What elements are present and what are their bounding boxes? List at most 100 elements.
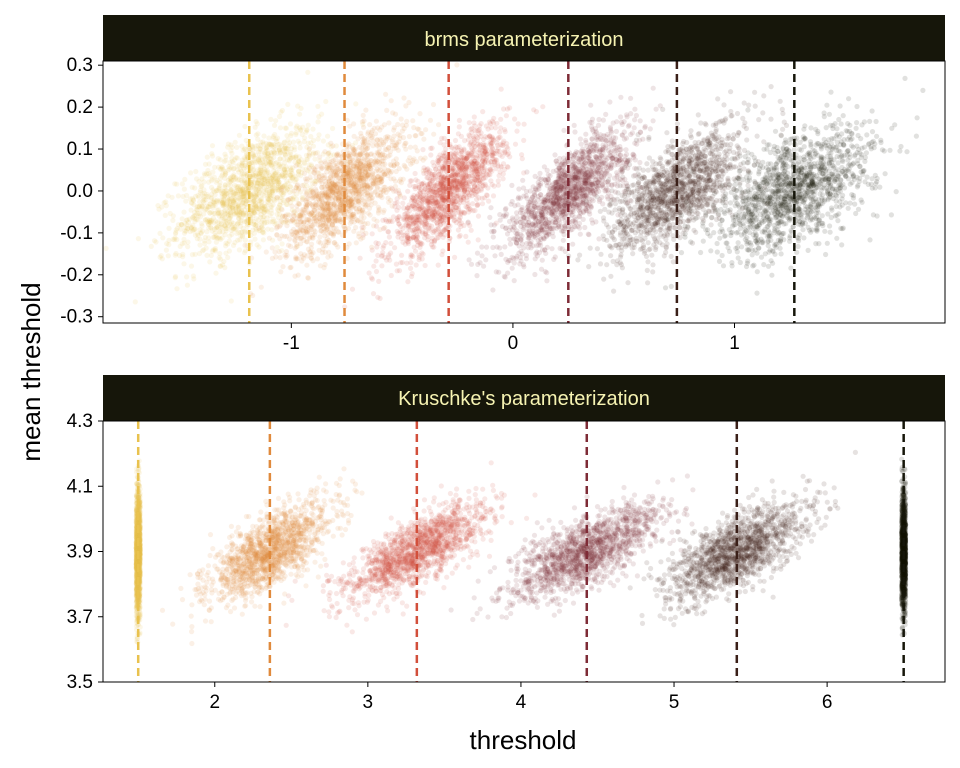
data-point [253, 146, 259, 152]
data-point [206, 204, 212, 210]
data-point [391, 158, 397, 164]
data-point [296, 187, 302, 193]
data-point [310, 235, 316, 241]
data-point [373, 258, 379, 264]
data-point [189, 224, 195, 230]
data-point [203, 245, 209, 251]
data-point [365, 201, 371, 207]
data-point [309, 210, 315, 216]
data-point [250, 185, 256, 191]
data-point [244, 198, 250, 204]
data-point [241, 194, 247, 200]
data-point [194, 207, 200, 213]
data-point [396, 204, 402, 210]
data-point [480, 109, 486, 115]
data-point [225, 241, 231, 247]
data-point [483, 257, 489, 263]
data-point [269, 142, 275, 148]
data-point [257, 214, 264, 220]
data-point [410, 118, 416, 124]
data-point [285, 137, 291, 143]
data-point [259, 205, 265, 211]
data-point [325, 151, 331, 157]
data-point [482, 134, 488, 140]
data-point [213, 179, 219, 185]
data-point [214, 207, 220, 213]
data-point [396, 268, 403, 274]
data-point [379, 194, 385, 201]
data-point [225, 203, 231, 209]
data-point [453, 144, 459, 150]
data-point [395, 121, 401, 128]
data-point [363, 157, 369, 163]
data-point [337, 185, 344, 191]
data-point [409, 214, 415, 220]
data-point [170, 213, 176, 219]
data-point [399, 122, 406, 128]
data-point [199, 248, 206, 254]
data-point [270, 174, 276, 180]
data-point [404, 230, 410, 236]
data-point [414, 199, 420, 205]
data-point [272, 221, 278, 227]
data-point [236, 177, 242, 183]
data-point [358, 162, 364, 168]
data-point [487, 139, 493, 145]
data-point [163, 203, 169, 209]
data-point [197, 236, 203, 242]
data-point [288, 155, 294, 161]
data-point [166, 242, 172, 248]
data-point [406, 99, 412, 106]
data-point [283, 125, 289, 131]
data-point [258, 284, 264, 290]
data-point [223, 218, 229, 224]
data-point [244, 173, 250, 179]
data-point [196, 179, 202, 185]
data-point [221, 218, 227, 224]
data-point [266, 153, 272, 159]
data-point [277, 141, 283, 147]
data-point [398, 176, 404, 182]
data-point [451, 196, 457, 202]
data-point [462, 193, 468, 199]
data-point [422, 155, 428, 161]
data-point [298, 241, 304, 247]
data-point [320, 246, 326, 252]
data-point [316, 174, 322, 180]
data-point [235, 177, 241, 183]
data-point [225, 254, 231, 261]
data-point [253, 189, 259, 195]
data-point [254, 226, 260, 232]
data-point [189, 252, 195, 258]
point-cluster [103, 69, 366, 305]
data-point [369, 128, 375, 134]
data-point [284, 178, 290, 184]
data-point [381, 243, 387, 249]
data-point [257, 149, 263, 155]
data-point [293, 153, 299, 159]
data-point [416, 225, 422, 232]
data-point [361, 118, 367, 124]
data-point [233, 209, 239, 215]
data-point [560, 237, 566, 243]
data-point [372, 200, 378, 206]
data-point [226, 215, 232, 222]
data-point [416, 206, 422, 212]
data-point [273, 254, 279, 260]
data-point [304, 176, 310, 182]
data-point [263, 184, 269, 190]
data-point [316, 239, 322, 245]
data-point [297, 140, 303, 146]
data-point [263, 160, 269, 166]
data-point [226, 238, 232, 244]
data-point [232, 211, 238, 217]
data-point [207, 219, 213, 225]
data-point [402, 217, 408, 223]
data-point [195, 217, 201, 223]
data-point [377, 127, 383, 133]
data-point [298, 105, 304, 111]
data-point [194, 176, 200, 182]
data-point [210, 204, 216, 210]
data-point [582, 224, 588, 231]
data-point [311, 227, 317, 233]
